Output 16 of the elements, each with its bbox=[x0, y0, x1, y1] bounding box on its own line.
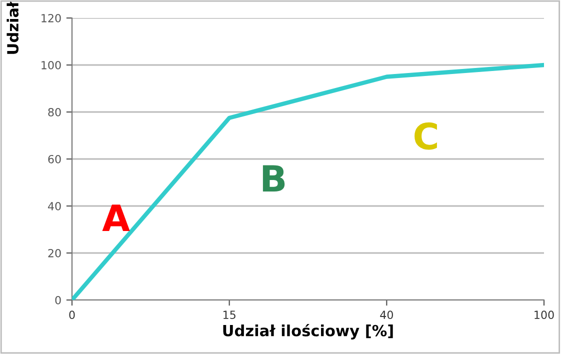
annotation: B bbox=[262, 165, 285, 192]
x-tick-label: 15 bbox=[223, 310, 236, 320]
y-axis-title: Udział bbox=[6, 1, 19, 54]
x-tick-label: 100 bbox=[534, 310, 554, 320]
y-tick-label: 0 bbox=[55, 296, 61, 304]
y-tick-label: 40 bbox=[48, 202, 61, 210]
y-tick-label: 80 bbox=[48, 108, 61, 116]
x-tick-label: 40 bbox=[380, 310, 393, 320]
x-tick-label: 0 bbox=[69, 310, 75, 320]
y-tick-label: 60 bbox=[48, 154, 61, 164]
y-tick-label: 120 bbox=[42, 14, 61, 22]
x-axis-title: Udział ilościowy [%] bbox=[223, 324, 393, 340]
annotation: C bbox=[414, 122, 437, 150]
annotation: A bbox=[102, 204, 130, 232]
y-tick-label: 100 bbox=[42, 60, 61, 70]
y-tick-label: 20 bbox=[48, 248, 61, 258]
